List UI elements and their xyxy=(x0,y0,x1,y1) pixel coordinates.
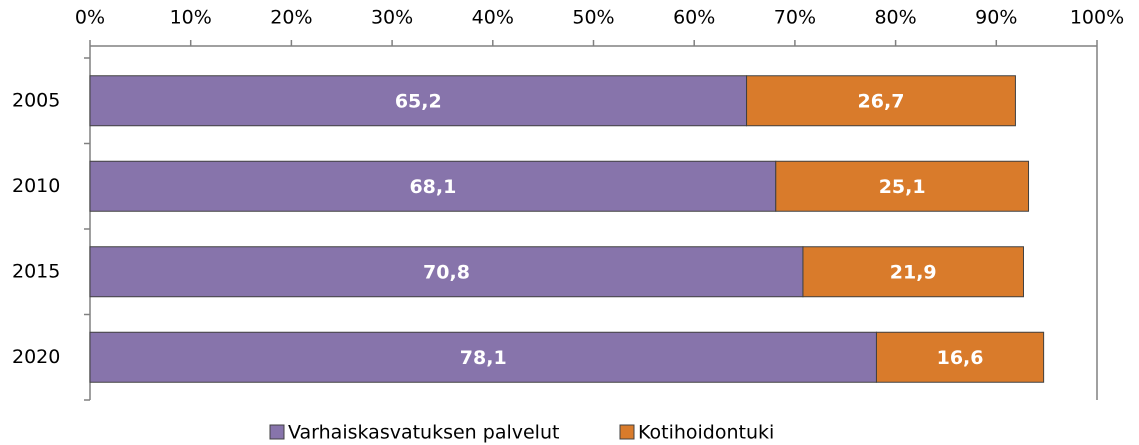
x-tick-label: 40% xyxy=(472,7,514,29)
x-tick-label: 20% xyxy=(270,7,312,29)
x-tick-label: 60% xyxy=(673,7,715,29)
legend-swatch xyxy=(269,424,285,440)
x-tick-label: 30% xyxy=(371,7,413,29)
bar xyxy=(89,246,804,298)
value-label: 68,1 xyxy=(409,176,456,198)
legend-label: Varhaiskasvatuksen palvelut xyxy=(288,422,559,444)
bar xyxy=(775,160,1030,212)
bar xyxy=(89,160,777,212)
x-tick-label: 0% xyxy=(75,7,105,29)
value-label: 65,2 xyxy=(395,90,442,112)
x-tick-label: 70% xyxy=(774,7,816,29)
bar xyxy=(89,75,748,127)
legend-swatch xyxy=(619,424,635,440)
y-tick-label: 2010 xyxy=(12,175,60,197)
y-tick-label: 2015 xyxy=(12,260,60,282)
value-label: 21,9 xyxy=(890,261,937,283)
value-label: 78,1 xyxy=(460,347,507,369)
value-label: 25,1 xyxy=(879,176,926,198)
x-tick-label: 90% xyxy=(975,7,1017,29)
bar xyxy=(802,246,1024,298)
y-tick-label: 2020 xyxy=(12,346,60,368)
bar xyxy=(746,75,1016,127)
x-tick-label: 50% xyxy=(572,7,614,29)
bar xyxy=(875,331,1045,383)
x-tick-label: 100% xyxy=(1070,7,1124,29)
y-tick-label: 2005 xyxy=(12,89,60,111)
bar xyxy=(89,331,877,383)
value-label: 16,6 xyxy=(937,347,984,369)
value-label: 70,8 xyxy=(423,261,470,283)
x-tick-label: 80% xyxy=(874,7,916,29)
legend-label: Kotihoidontuki xyxy=(638,422,774,444)
value-label: 26,7 xyxy=(858,90,905,112)
x-tick-label: 10% xyxy=(170,7,212,29)
